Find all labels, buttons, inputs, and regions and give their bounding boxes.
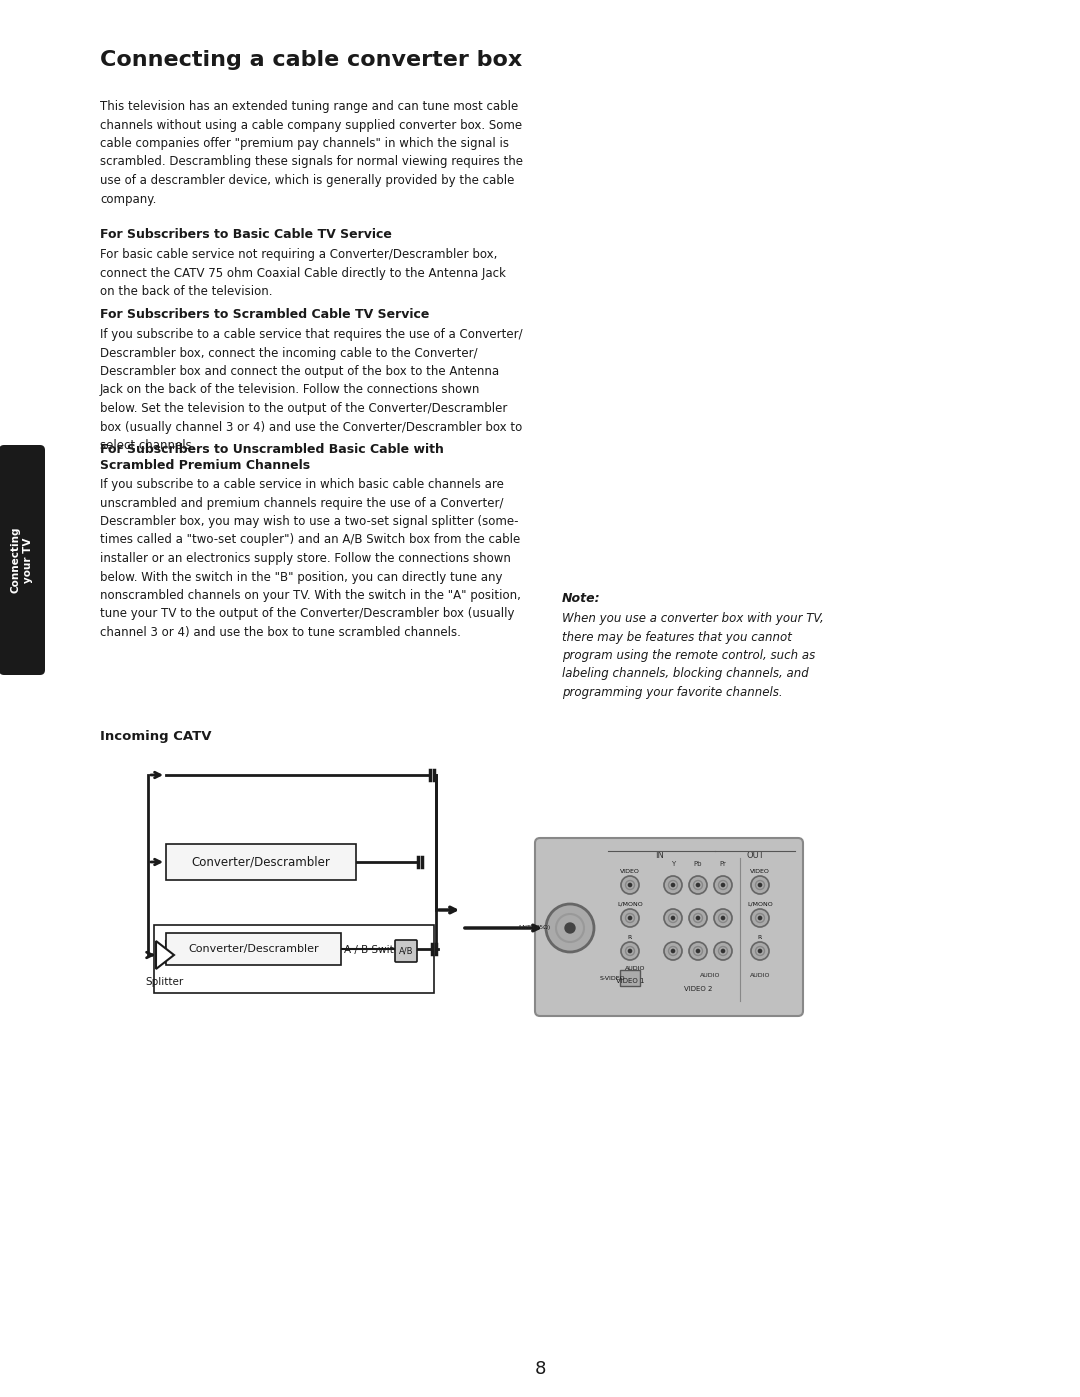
Text: Splitter: Splitter bbox=[146, 977, 184, 988]
Text: L/MONO: L/MONO bbox=[617, 902, 643, 907]
Text: VIDEO 1: VIDEO 1 bbox=[616, 978, 645, 983]
Circle shape bbox=[714, 942, 732, 960]
Text: For Subscribers to Basic Cable TV Service: For Subscribers to Basic Cable TV Servic… bbox=[100, 228, 392, 242]
Text: Incoming CATV: Incoming CATV bbox=[100, 731, 212, 743]
Circle shape bbox=[751, 876, 769, 894]
Circle shape bbox=[629, 883, 632, 887]
Polygon shape bbox=[156, 942, 174, 970]
Circle shape bbox=[664, 909, 681, 928]
Circle shape bbox=[672, 883, 675, 887]
Circle shape bbox=[621, 909, 639, 928]
Circle shape bbox=[565, 923, 575, 933]
Circle shape bbox=[721, 950, 725, 953]
FancyBboxPatch shape bbox=[0, 446, 45, 675]
Text: Y: Y bbox=[671, 861, 675, 868]
Text: Connecting a cable converter box: Connecting a cable converter box bbox=[100, 50, 523, 70]
Circle shape bbox=[751, 942, 769, 960]
Text: For Subscribers to Scrambled Cable TV Service: For Subscribers to Scrambled Cable TV Se… bbox=[100, 307, 430, 321]
Circle shape bbox=[751, 909, 769, 928]
Bar bbox=[166, 844, 356, 880]
Text: L/MONO: L/MONO bbox=[747, 902, 773, 907]
Text: S-VIDEO: S-VIDEO bbox=[599, 975, 625, 981]
Text: Converter/Descrambler: Converter/Descrambler bbox=[191, 855, 330, 869]
Text: Note:: Note: bbox=[562, 592, 600, 605]
Text: A / B Switch: A / B Switch bbox=[345, 944, 406, 956]
Circle shape bbox=[672, 950, 675, 953]
Circle shape bbox=[629, 950, 632, 953]
Text: If you subscribe to a cable service that requires the use of a Converter/
Descra: If you subscribe to a cable service that… bbox=[100, 328, 523, 453]
Text: If you subscribe to a cable service in which basic cable channels are
unscramble: If you subscribe to a cable service in w… bbox=[100, 478, 521, 638]
Circle shape bbox=[721, 883, 725, 887]
Circle shape bbox=[697, 883, 700, 887]
FancyBboxPatch shape bbox=[395, 940, 417, 963]
Circle shape bbox=[546, 904, 594, 951]
Text: R: R bbox=[758, 935, 762, 940]
Text: ANT (75Ω): ANT (75Ω) bbox=[517, 925, 550, 930]
Text: AUDIO: AUDIO bbox=[624, 965, 645, 971]
Text: AUDIO: AUDIO bbox=[750, 972, 770, 978]
Text: 8: 8 bbox=[535, 1361, 545, 1377]
Circle shape bbox=[689, 876, 707, 894]
Text: For basic cable service not requiring a Converter/Descrambler box,
connect the C: For basic cable service not requiring a … bbox=[100, 249, 505, 298]
Circle shape bbox=[689, 942, 707, 960]
Text: When you use a converter box with your TV,
there may be features that you cannot: When you use a converter box with your T… bbox=[562, 612, 824, 698]
Circle shape bbox=[664, 942, 681, 960]
Text: VIDEO: VIDEO bbox=[620, 869, 640, 875]
Circle shape bbox=[621, 942, 639, 960]
Text: Scrambled Premium Channels: Scrambled Premium Channels bbox=[100, 460, 310, 472]
Circle shape bbox=[672, 916, 675, 919]
Text: OUT: OUT bbox=[746, 851, 764, 861]
Circle shape bbox=[758, 883, 761, 887]
Text: Connecting
your TV: Connecting your TV bbox=[11, 527, 33, 594]
Text: VIDEO: VIDEO bbox=[751, 869, 770, 875]
FancyBboxPatch shape bbox=[535, 838, 804, 1016]
Circle shape bbox=[697, 950, 700, 953]
Bar bbox=[620, 970, 640, 986]
Text: A/B: A/B bbox=[399, 947, 414, 956]
Text: Converter/Descrambler: Converter/Descrambler bbox=[188, 944, 319, 954]
Text: AUDIO: AUDIO bbox=[700, 972, 720, 978]
Text: This television has an extended tuning range and can tune most cable
channels wi: This television has an extended tuning r… bbox=[100, 101, 523, 205]
Bar bbox=[166, 933, 341, 965]
Text: R: R bbox=[627, 935, 632, 940]
Circle shape bbox=[721, 916, 725, 919]
Text: Pr: Pr bbox=[719, 861, 727, 868]
Circle shape bbox=[629, 916, 632, 919]
Circle shape bbox=[714, 876, 732, 894]
Text: IN: IN bbox=[656, 851, 664, 861]
Circle shape bbox=[689, 909, 707, 928]
Text: VIDEO 2: VIDEO 2 bbox=[684, 986, 712, 992]
Text: For Subscribers to Unscrambled Basic Cable with: For Subscribers to Unscrambled Basic Cab… bbox=[100, 443, 444, 455]
Circle shape bbox=[758, 916, 761, 919]
Circle shape bbox=[697, 916, 700, 919]
Text: Pb: Pb bbox=[693, 861, 702, 868]
Circle shape bbox=[621, 876, 639, 894]
Circle shape bbox=[758, 950, 761, 953]
Circle shape bbox=[714, 909, 732, 928]
Bar bbox=[154, 925, 434, 993]
Circle shape bbox=[664, 876, 681, 894]
